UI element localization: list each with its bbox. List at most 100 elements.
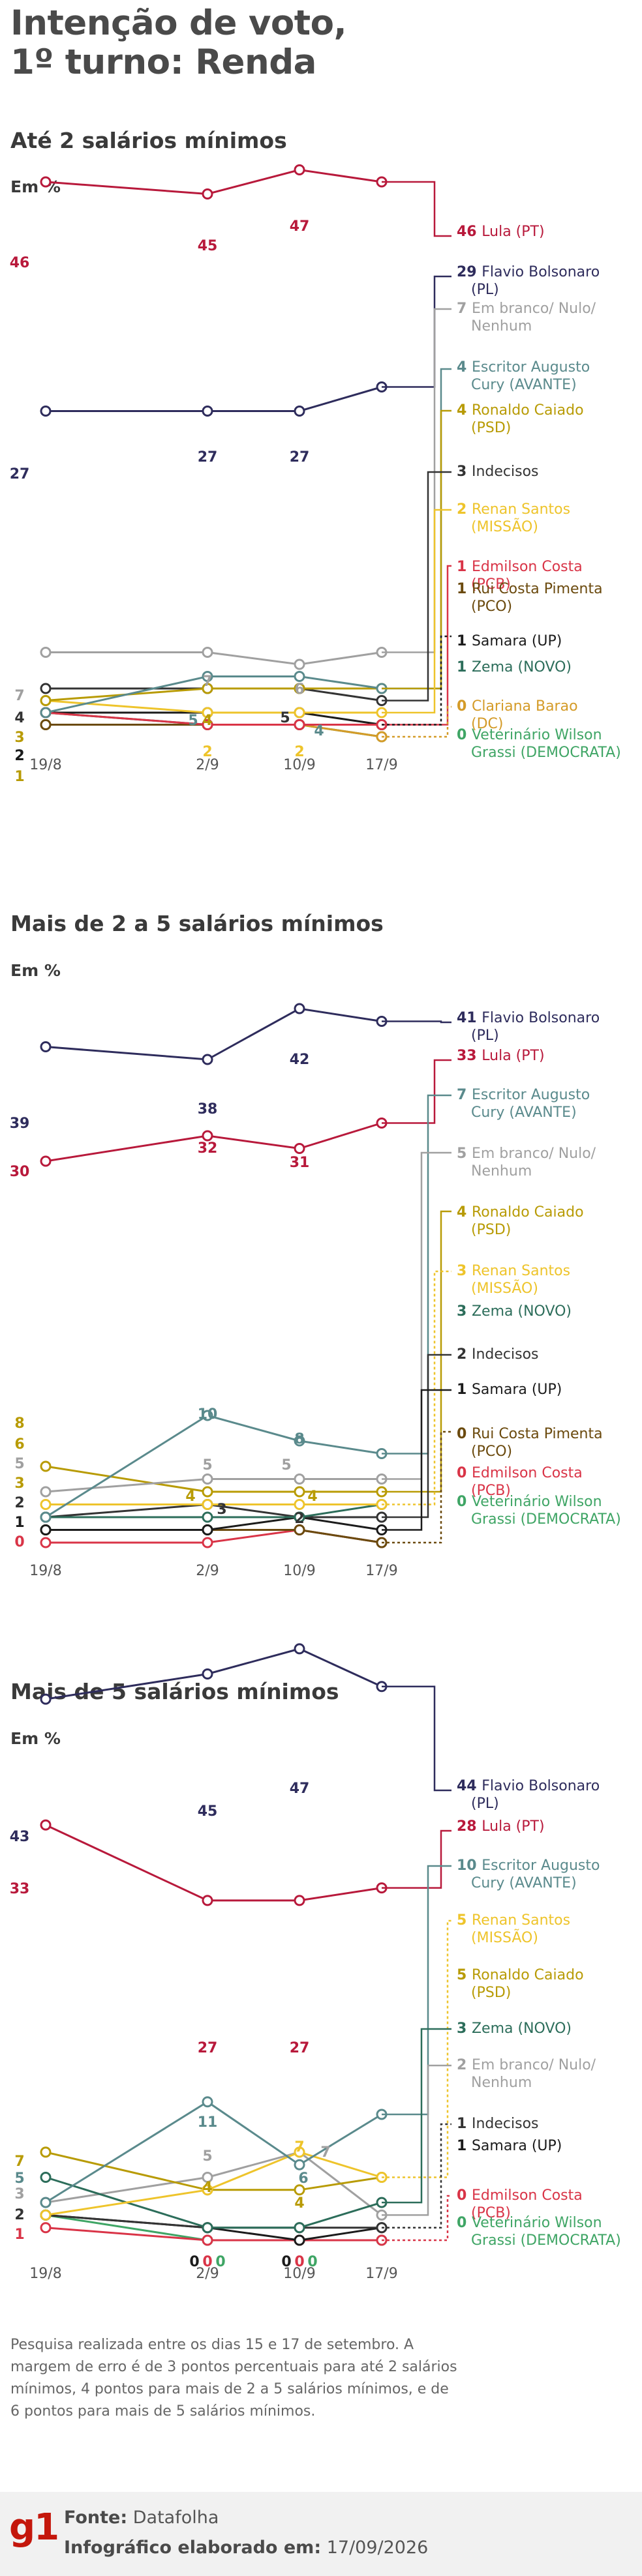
data-point-zema-novo xyxy=(294,2222,305,2234)
legend-value: 28 xyxy=(457,1818,482,1835)
legend-entry-clariana-barao-dc: 0 Clariana Barao (DC) xyxy=(457,698,578,732)
point-value-label: 5 xyxy=(280,710,290,726)
start-value-label: 5 xyxy=(14,2170,24,2187)
g1-logo: g1 xyxy=(9,2506,59,2549)
legend-connector-lula-pt xyxy=(382,1829,451,1889)
series-line-ronaldo-caiado-psd xyxy=(45,2151,382,2191)
legend-connector-rui-costa-pimenta-pco xyxy=(382,1430,451,1544)
legend-label-line: Indecisos xyxy=(472,2116,539,2132)
point-value-label: 11 xyxy=(198,2114,218,2131)
legend-label-line: Cury (AVANTE) xyxy=(471,1104,577,1121)
legend-entry-zema-novo: 3 Zema (NOVO) xyxy=(457,1303,572,1320)
data-point-edmilson-costa-pcb xyxy=(202,1537,213,1548)
legend-label-line: Lula (PT) xyxy=(482,1818,544,1835)
x-tick-label: 10/9 xyxy=(283,757,315,773)
data-point-flavio-bolsonaro-pl xyxy=(294,1003,305,1014)
legend-label-line: Nenhum xyxy=(471,318,532,334)
legend-label-line: Veterinário Wilson xyxy=(472,727,602,743)
x-tick-label: 2/9 xyxy=(196,1563,219,1579)
legend-connector-em-branco-nulo-nenhum xyxy=(382,1151,451,1480)
legend-connector-em-branco-nulo-nenhum xyxy=(382,2064,451,2216)
x-tick-label: 2/9 xyxy=(196,757,219,773)
start-value-label: 2 xyxy=(14,748,24,764)
legend-label-line: Samara (UP) xyxy=(472,1382,562,1398)
legend-value: 0 xyxy=(457,1465,472,1481)
point-value-label: 7 xyxy=(294,2139,304,2155)
start-value-label: 5 xyxy=(14,1456,24,1472)
legend-connector-ronaldo-caiado-psd xyxy=(382,409,451,690)
data-point-ronaldo-caiado-psd xyxy=(294,683,305,694)
data-point-samara-up xyxy=(202,1524,213,1535)
series-line-samara-up xyxy=(46,1516,382,1531)
legend-connector-escritor-augusto-cury-avante xyxy=(382,1094,451,1455)
legend-label-line: Veterinário Wilson xyxy=(472,2215,602,2231)
legend-label-line: Zema (NOVO) xyxy=(472,659,572,675)
start-value-label: 1 xyxy=(14,769,24,785)
start-value-label: 2 xyxy=(14,748,24,764)
series-line-lula-pt xyxy=(45,1122,382,1162)
start-value-label: 1 xyxy=(14,2227,24,2243)
legend-label-line: Rui Costa Pimenta xyxy=(472,1426,603,1442)
series-line-lula-pt xyxy=(45,168,382,196)
data-point-lula-pt xyxy=(40,1155,52,1167)
data-point-renan-santos-missao xyxy=(294,707,305,718)
series-line-renan-santos-missao xyxy=(45,700,382,714)
section-title-mais-5: Mais de 5 salários mínimos xyxy=(10,1679,339,1704)
data-point-ronaldo-caiado-psd xyxy=(294,2184,305,2196)
data-point-flavio-bolsonaro-pl xyxy=(202,1668,213,1680)
legend-connector-indecisos xyxy=(382,2123,451,2228)
legend-entry-lula-pt: 28 Lula (PT) xyxy=(457,1818,545,1835)
legend-label-line: Lula (PT) xyxy=(482,224,544,240)
legend-connector-flavio-bolsonaro-pl xyxy=(382,1020,451,1024)
legend-value: 3 xyxy=(457,1263,472,1279)
legend-entry-ronaldo-caiado-psd: 4 Ronaldo Caiado (PSD) xyxy=(457,402,584,436)
legend-label-line: (PL) xyxy=(471,1796,499,1812)
point-value-label: 8 xyxy=(294,1431,304,1447)
legend-value: 4 xyxy=(457,1204,472,1221)
legend-value: 5 xyxy=(457,1967,472,1983)
credit-line: Infográfico elaborado em: 17/09/2026 xyxy=(64,2538,428,2558)
title-line-1: Intenção de voto, xyxy=(10,3,347,43)
data-point-samara-up xyxy=(40,1524,52,1535)
data-point-lula-pt xyxy=(294,164,305,175)
legend-entry-escritor-augusto-cury-avante: 7 Escritor Augusto Cury (AVANTE) xyxy=(457,1087,590,1121)
legend-label-line: Edmilson Costa xyxy=(472,559,583,575)
data-point-rui-costa-pimenta-pco xyxy=(294,1524,305,1535)
legend-label-line: Grassi (DEMOCRATA) xyxy=(471,2232,621,2249)
data-point-flavio-bolsonaro-pl xyxy=(40,406,52,417)
point-value-label: 0 xyxy=(281,2254,291,2270)
legend-entry-renan-santos-missao: 2 Renan Santos (MISSÃO) xyxy=(457,501,570,535)
data-point-zema-novo xyxy=(40,2172,52,2183)
legend-connector-samara-up xyxy=(382,1389,451,1531)
point-value-label: 0 xyxy=(307,2254,317,2270)
legend-label-line: Samara (UP) xyxy=(472,2138,562,2154)
x-tick-label: 19/8 xyxy=(29,1563,61,1579)
series-line-lula-pt xyxy=(45,1824,382,1902)
series-line-escritor-augusto-cury-avante xyxy=(45,2100,382,2204)
legend-entry-veterinario-wilson-grassi-democrata: 0 Veterinário Wilson Grassi (DEMOCRATA) xyxy=(457,2215,621,2249)
legend-entry-flavio-bolsonaro-pl: 44 Flavio Bolsonaro (PL) xyxy=(457,1778,600,1812)
legend-connector-clariana-barao-dc xyxy=(382,705,451,738)
x-tick-label: 17/9 xyxy=(365,1563,397,1579)
data-point-escritor-augusto-cury-avante xyxy=(202,671,213,682)
point-value-label: 4 xyxy=(307,1488,317,1505)
point-value-label: 5 xyxy=(202,1457,212,1473)
start-value-label: 3 xyxy=(14,730,24,746)
x-tick-label: 17/9 xyxy=(365,757,397,773)
credit-value: 17/09/2026 xyxy=(326,2538,429,2558)
title-line-2: 1º turno: Renda xyxy=(10,42,316,82)
legend-entry-veterinario-wilson-grassi-democrata: 0 Veterinário Wilson Grassi (DEMOCRATA) xyxy=(457,1494,621,1528)
point-value-label: 45 xyxy=(198,1803,218,1820)
legend-connector-zema-novo xyxy=(382,2028,451,2204)
x-tick-label: 2/9 xyxy=(196,2266,219,2282)
legend-value: 3 xyxy=(457,2021,472,2037)
legend-value: 41 xyxy=(457,1010,482,1026)
legend-label-line: Em branco/ Nulo/ xyxy=(472,1146,596,1162)
point-value-label: 6 xyxy=(294,681,304,698)
legend-label-line: Escritor Augusto xyxy=(482,1858,600,1874)
legend-label-line: Lula (PT) xyxy=(482,1048,544,1064)
legend-value: 1 xyxy=(457,2138,472,2154)
point-value-label: 47 xyxy=(290,218,310,235)
unit-label-2-a-5: Em % xyxy=(10,961,61,980)
legend-value: 1 xyxy=(457,1382,472,1398)
